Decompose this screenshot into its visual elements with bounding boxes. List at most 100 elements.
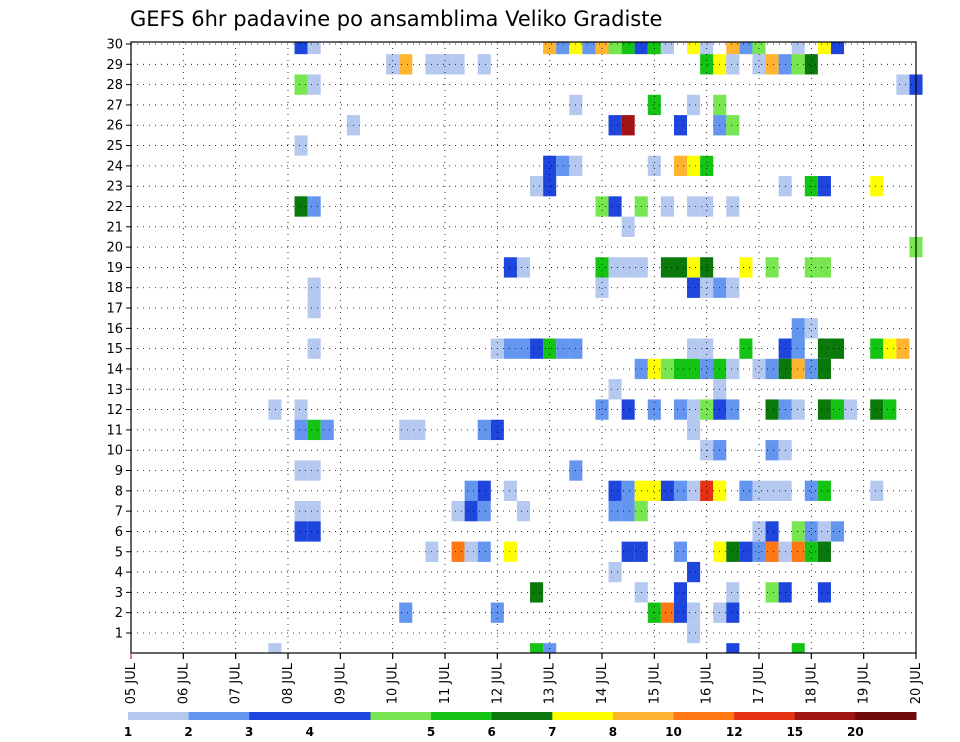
y-tick-label: 10	[106, 444, 123, 459]
cell-205	[621, 541, 635, 562]
cell-6	[582, 42, 596, 55]
cell-54	[673, 155, 688, 177]
cell-65	[595, 196, 609, 217]
legend-label: 6	[488, 725, 496, 739]
cell-86	[804, 257, 818, 278]
legend-swatch	[855, 712, 917, 720]
cell-143	[791, 399, 805, 420]
cell-203	[477, 541, 491, 562]
cell-40	[647, 94, 661, 116]
x-tick-label: 07 JUL	[229, 662, 244, 704]
y-tick-label: 23	[106, 180, 123, 195]
cell-111	[830, 338, 845, 359]
cell-45	[621, 115, 635, 136]
cell-118	[673, 358, 688, 380]
cell-145	[830, 399, 845, 420]
cell-103	[556, 338, 570, 359]
x-tick-label: 15 JUL	[647, 662, 662, 704]
cell-184	[307, 500, 321, 522]
legend-label: 5	[427, 725, 435, 739]
y-tick-label: 30	[106, 38, 123, 53]
legend: 1 2 3 4 5 6 7 8 10 12 15 20	[124, 712, 917, 739]
cell-217	[608, 561, 622, 583]
cell-10	[634, 42, 648, 55]
cell-164	[464, 480, 478, 501]
cell-140	[726, 399, 740, 420]
cell-229	[660, 602, 674, 623]
cell-195	[765, 521, 779, 542]
cell-235	[530, 643, 544, 653]
cell-148	[883, 399, 897, 420]
cell-16	[739, 42, 753, 55]
cell-222	[726, 582, 740, 603]
cell-87	[817, 257, 831, 278]
y-tick-label: 1	[115, 627, 123, 642]
cell-226	[399, 602, 413, 623]
cell-162	[307, 460, 321, 481]
y-tick-label: 26	[106, 119, 123, 134]
chart-title: GEFS 6hr padavine po ansamblima Veliko G…	[130, 7, 662, 31]
legend-label: 1	[124, 725, 132, 739]
y-tick-label: 3	[115, 586, 123, 601]
x-tick-label: 11 JUL	[438, 662, 453, 704]
cell-19	[817, 42, 831, 55]
cell-186	[464, 500, 478, 522]
cell-218	[687, 561, 701, 583]
cell-149	[294, 419, 308, 441]
cell-31	[765, 54, 779, 75]
cell-82	[687, 257, 701, 278]
cell-8	[608, 42, 622, 55]
cell-41	[687, 94, 701, 116]
cell-94	[307, 297, 321, 319]
cell-88	[307, 277, 321, 298]
cell-107	[739, 338, 753, 359]
cell-61	[817, 176, 831, 197]
cell-110	[817, 338, 831, 359]
cell-198	[817, 521, 831, 542]
cell-2	[307, 42, 321, 55]
cell-151	[320, 419, 334, 441]
cell-126	[791, 358, 805, 380]
y-tick-label: 29	[106, 58, 123, 73]
legend-label: 2	[184, 725, 192, 739]
cell-138	[700, 399, 714, 420]
cell-193	[307, 521, 321, 542]
cell-81	[673, 257, 688, 278]
y-tick-label: 16	[106, 322, 123, 337]
cell-85	[765, 257, 779, 278]
cell-21	[386, 54, 400, 75]
cell-77	[608, 257, 622, 278]
legend-swatch	[491, 712, 553, 720]
x-tick-label: 10 JUL	[386, 662, 401, 704]
cell-199	[830, 521, 845, 542]
y-tick-label: 2	[115, 606, 123, 621]
y-tick-label: 25	[106, 139, 123, 154]
x-tick-label: 12 JUL	[490, 662, 505, 704]
legend-label: 7	[548, 725, 556, 739]
x-tick-label: 16 JUL	[700, 662, 715, 704]
cell-154	[477, 419, 491, 441]
cell-35	[294, 74, 308, 95]
cell-71	[726, 196, 740, 217]
y-tick-label: 22	[106, 200, 123, 215]
cell-166	[503, 480, 517, 501]
cell-0	[268, 643, 282, 653]
legend-label: 4	[306, 725, 314, 739]
cell-5	[569, 42, 583, 55]
x-tick-label: 13 JUL	[543, 662, 558, 704]
cell-127	[804, 358, 818, 380]
cell-89	[595, 277, 609, 298]
cell-215	[804, 541, 818, 562]
cell-136	[673, 399, 688, 420]
y-tick-label: 18	[106, 281, 123, 296]
plot-frame	[130, 41, 917, 654]
cell-34	[804, 54, 818, 75]
legend-swatch	[552, 712, 614, 720]
cell-49	[294, 135, 308, 156]
cell-238	[791, 643, 805, 653]
x-tick-label: 06 JUL	[176, 662, 191, 704]
cell-119	[687, 358, 701, 380]
cell-9	[621, 42, 635, 55]
legend-swatch	[734, 712, 796, 720]
cell-172	[673, 480, 688, 501]
